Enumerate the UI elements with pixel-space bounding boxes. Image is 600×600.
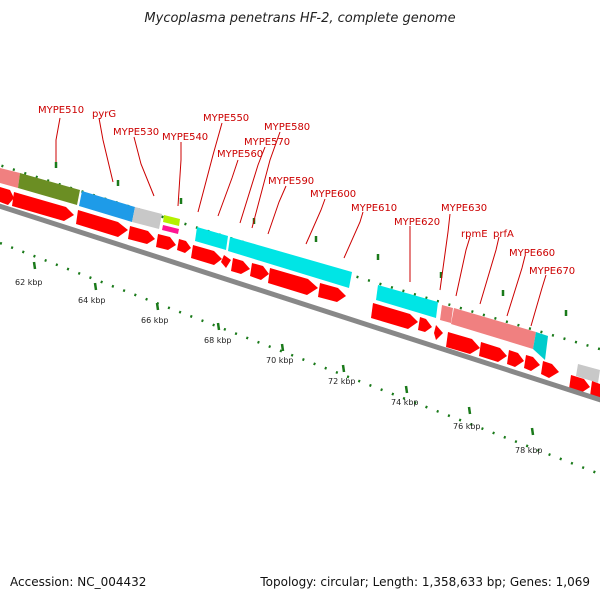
- feature-blue: [79, 191, 135, 222]
- cds-arrow: [524, 355, 540, 371]
- cds-arrow: [446, 332, 480, 354]
- leader-lines: [55, 117, 547, 327]
- gene-label-mype560: MYPE560: [217, 149, 263, 160]
- scale-label-64: 64 kbp: [78, 296, 106, 305]
- cds-arrow: [268, 268, 318, 295]
- gene-label-mype610: MYPE610: [351, 203, 397, 214]
- gene-label-rpme: rpmE: [461, 229, 488, 240]
- gene-label-mype580: MYPE580: [264, 122, 310, 133]
- gene-label-mype550: MYPE550: [203, 113, 249, 124]
- feature-cyan-3: [376, 285, 438, 318]
- cds-arrow: [371, 303, 418, 329]
- feature-gray: [132, 207, 162, 229]
- feature-olive: [18, 173, 80, 205]
- scale-label-68: 68 kbp: [204, 336, 232, 345]
- scale-label-66: 66 kbp: [141, 316, 169, 325]
- cds-arrow: [434, 325, 443, 340]
- scale-labels: 62 kbp 64 kbp 66 kbp 68 kbp 70 kbp 72 kb…: [15, 278, 543, 455]
- cds-arrow: [128, 226, 155, 244]
- feature-track-outer: [0, 168, 600, 383]
- gene-label-mype620: MYPE620: [394, 217, 440, 228]
- scale-label-78: 78 kbp: [515, 446, 543, 455]
- gene-labels: MYPE510 pyrG MYPE530 MYPE540 MYPE550 MYP…: [38, 105, 575, 277]
- cds-arrow: [0, 187, 14, 205]
- feature-yellow-green: [163, 215, 180, 226]
- cds-arrow: [318, 283, 346, 302]
- inner-tick-ring: [0, 241, 600, 476]
- gene-label-mype570: MYPE570: [244, 137, 290, 148]
- gene-label-mype670: MYPE670: [529, 266, 575, 277]
- feature-magenta: [162, 225, 179, 234]
- cds-arrow: [418, 317, 432, 332]
- cds-arrow: [541, 361, 559, 378]
- cds-arrow: [507, 350, 524, 367]
- scale-label-74: 74 kbp: [391, 398, 419, 407]
- scale-label-72: 72 kbp: [328, 377, 356, 386]
- accession-text: Accession: NC_004432: [10, 575, 146, 589]
- feature-salmon-1: [440, 305, 453, 323]
- gene-label-mype600: MYPE600: [310, 189, 356, 200]
- backbone-circle: [0, 203, 600, 403]
- cds-arrow: [590, 381, 600, 399]
- cds-arrow: [569, 375, 590, 393]
- map-title: Mycoplasma penetrans HF-2, complete geno…: [144, 11, 455, 26]
- cds-arrow: [12, 192, 74, 221]
- cds-arrow: [250, 263, 269, 280]
- feature-teal: [533, 332, 548, 360]
- cds-track: [0, 187, 600, 399]
- gene-label-mype630: MYPE630: [441, 203, 487, 214]
- cds-arrow: [231, 258, 250, 274]
- cds-arrow: [177, 239, 191, 253]
- inner-major-ticks: [32, 261, 535, 436]
- feature-salmon-left: [0, 168, 20, 188]
- cds-arrow: [76, 210, 128, 237]
- gene-label-mype590: MYPE590: [268, 176, 314, 187]
- scale-label-70: 70 kbp: [266, 356, 294, 365]
- cds-arrow: [221, 255, 231, 268]
- gene-label-prfa: prfA: [493, 229, 514, 240]
- cds-arrow: [191, 245, 222, 265]
- gene-label-mype510: MYPE510: [38, 105, 84, 116]
- genome-summary-text: Topology: circular; Length: 1,358,633 bp…: [259, 575, 590, 589]
- gene-label-pyrg: pyrG: [92, 109, 116, 120]
- gene-label-mype530: MYPE530: [113, 127, 159, 138]
- scale-label-76: 76 kbp: [453, 422, 481, 431]
- scale-label-62: 62 kbp: [15, 278, 43, 287]
- feature-gray-right: [576, 364, 600, 383]
- gene-label-mype660: MYPE660: [509, 248, 555, 259]
- feature-salmon-2: [451, 308, 536, 349]
- cds-arrow: [479, 342, 507, 362]
- feature-cyan-1: [195, 227, 228, 250]
- feature-cyan-2: [228, 237, 352, 288]
- cds-arrow: [156, 234, 176, 250]
- gene-label-mype540: MYPE540: [162, 132, 208, 143]
